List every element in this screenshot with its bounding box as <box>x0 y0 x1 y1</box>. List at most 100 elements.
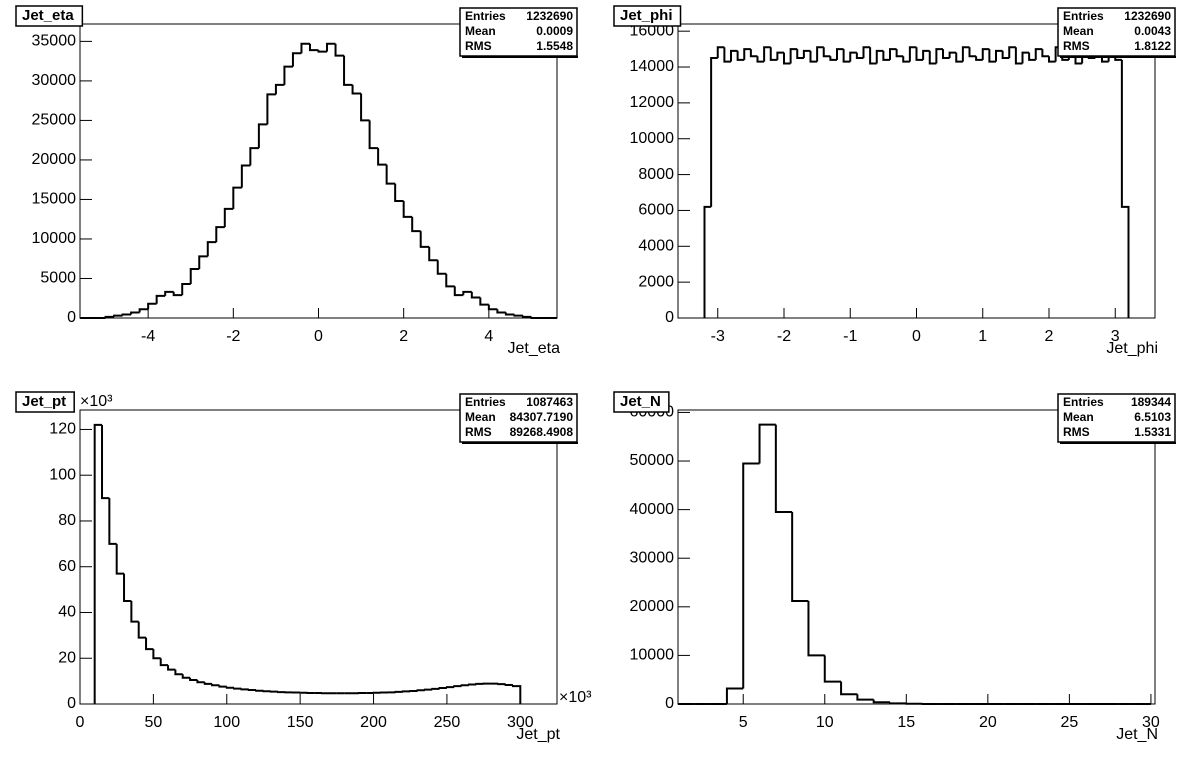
histogram-bin <box>146 638 153 649</box>
y-tick-label: 5000 <box>40 270 76 287</box>
histogram-bin <box>256 690 263 691</box>
histogram-bin <box>970 47 977 56</box>
histogram-bin <box>205 682 212 684</box>
stats-name: Entries <box>465 9 506 23</box>
stats-value: 1087463 <box>526 395 573 409</box>
y-tick-label: 120 <box>49 421 76 438</box>
histogram-bin <box>824 47 831 56</box>
histogram-bin <box>513 685 520 704</box>
x-tick-label: 2 <box>399 328 408 345</box>
chart-title: Jet_phi <box>620 7 673 24</box>
histogram-bin <box>191 269 200 284</box>
x-tick-label: -3 <box>711 328 725 345</box>
y-tick-label: 4000 <box>638 238 674 255</box>
histogram-bin <box>514 314 523 315</box>
histogram-bin <box>284 67 293 85</box>
stats-name: Mean <box>465 410 496 424</box>
y-tick-label: 0 <box>665 695 674 712</box>
y-tick-label: 10000 <box>630 130 675 147</box>
x-axis-label: Jet_eta <box>508 340 561 357</box>
x-tick-label: 0 <box>314 328 323 345</box>
histogram-bin <box>438 260 447 273</box>
histogram-bin <box>216 227 225 242</box>
histogram-bin <box>776 425 792 512</box>
y-tick-label: 8000 <box>638 166 674 183</box>
stats-name: RMS <box>1063 39 1090 53</box>
y-tick-label: 40000 <box>630 501 675 518</box>
histogram-bin <box>418 690 425 691</box>
histogram-bin <box>476 684 483 685</box>
y-tick-label: 0 <box>67 695 76 712</box>
histogram-bin <box>432 689 439 690</box>
y-tick-label: 25000 <box>32 112 77 129</box>
x-tick-label: -2 <box>777 328 791 345</box>
x-tick-label: 5 <box>739 714 748 731</box>
histogram-bin <box>523 316 532 317</box>
chart-title: Jet_N <box>620 393 661 410</box>
histogram-bin <box>301 44 310 53</box>
stats-value: 1232690 <box>1124 9 1171 23</box>
y-tick-label: 6000 <box>638 202 674 219</box>
stats-name: Mean <box>1063 24 1094 38</box>
histogram-bin <box>259 124 268 148</box>
histogram-bin <box>131 601 138 622</box>
histogram-bin <box>242 165 251 187</box>
x-tick-label: 10 <box>816 714 834 731</box>
histogram-bin <box>446 274 455 287</box>
histogram-bin <box>387 165 396 184</box>
x-tick-label: 2 <box>1045 328 1054 345</box>
x-tick-label: 50 <box>144 714 162 731</box>
y-tick-label: 20000 <box>630 598 675 615</box>
stats-value: 1.5331 <box>1134 425 1171 439</box>
x-tick-label: 100 <box>213 714 240 731</box>
y-tick-label: 100 <box>49 466 76 483</box>
x-axis-label: Jet_N <box>1116 726 1158 743</box>
chart-title: Jet_pt <box>22 393 66 410</box>
histogram-bin <box>463 292 472 295</box>
histogram-bin <box>219 685 226 686</box>
histogram-bin <box>506 684 513 685</box>
x-tick-label: 15 <box>897 714 915 731</box>
stats-value: 189344 <box>1131 395 1171 409</box>
histogram-bin <box>370 120 379 148</box>
histogram-bin <box>131 312 140 314</box>
stats-value: 0.0009 <box>536 24 573 38</box>
histogram-bin <box>148 304 157 310</box>
x-tick-label: -1 <box>843 328 857 345</box>
histogram-bin <box>711 58 718 207</box>
y-tick-label: 30000 <box>630 549 675 566</box>
histogram-bin <box>95 425 102 704</box>
histogram-bin <box>857 694 873 699</box>
x-axis-label: Jet_pt <box>516 726 560 743</box>
y-tick-label: 10000 <box>32 230 77 247</box>
histogram-bin <box>841 682 857 695</box>
histogram-bin <box>267 94 276 124</box>
stats-value: 6.5103 <box>1134 410 1171 424</box>
y-tick-label: 0 <box>67 309 76 326</box>
histogram-bin <box>743 463 759 688</box>
histogram-bin <box>412 217 421 231</box>
histogram-bin <box>250 148 259 165</box>
y-tick-label: 0 <box>665 309 674 326</box>
stats-value: 0.0043 <box>1134 24 1171 38</box>
stats-name: RMS <box>465 39 492 53</box>
histogram-bin <box>760 425 776 464</box>
histogram-bin <box>792 512 808 601</box>
x-axis-label: Jet_phi <box>1106 340 1158 357</box>
histogram-bin <box>109 498 116 544</box>
histogram-bin <box>293 53 302 66</box>
histogram-bin <box>506 312 515 314</box>
stats-name: Entries <box>1063 9 1104 23</box>
x-exponent: ×10³ <box>559 689 592 706</box>
histogram-bin <box>489 305 498 310</box>
plot-frame <box>80 410 557 704</box>
histogram-bin <box>234 688 241 689</box>
histogram-bin <box>276 85 285 94</box>
plot-frame <box>678 410 1155 704</box>
histogram-bin <box>175 670 182 675</box>
stats-name: Entries <box>465 395 506 409</box>
x-tick-label: 1 <box>978 328 987 345</box>
